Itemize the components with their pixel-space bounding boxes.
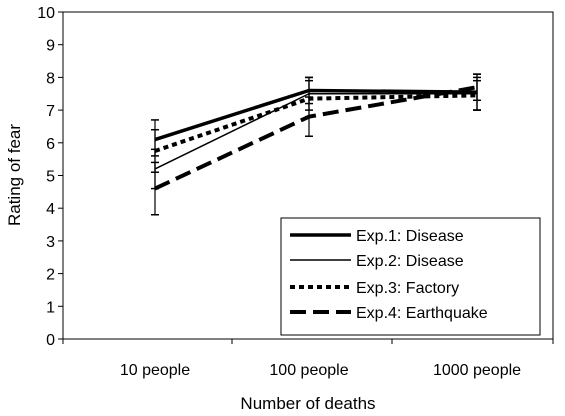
y-tick-label: 6: [46, 136, 55, 153]
x-tick-label: 10 people: [120, 362, 190, 379]
y-tick-label: 8: [46, 70, 55, 87]
x-axis: 10 people 100 people 1000 people: [62, 339, 554, 379]
y-axis: 0 1 2 3 4 5 6 7 8 9 10: [37, 5, 63, 349]
error-bar: [473, 73, 481, 102]
y-tick-label: 9: [46, 38, 55, 55]
series-lines: [154, 85, 478, 191]
series-line-2: [154, 93, 477, 170]
legend-item-2: Exp.2: Disease: [290, 253, 464, 270]
series-line-4: [154, 85, 478, 191]
y-axis-title: Rating of fear: [5, 124, 24, 226]
legend-label: Exp.4: Earthquake: [356, 305, 488, 322]
x-axis-title: Number of deaths: [240, 394, 375, 413]
legend-label: Exp.2: Disease: [356, 253, 464, 270]
legend-item-3: Exp.3: Factory: [290, 280, 459, 297]
legend-label: Exp.3: Factory: [356, 280, 459, 297]
y-tick-label: 2: [46, 267, 55, 284]
legend-item-4: Exp.4: Earthquake: [290, 305, 488, 322]
y-tick-label: 10: [37, 5, 55, 22]
y-tick-label: 3: [46, 234, 55, 251]
x-tick-label: 1000 people: [433, 362, 521, 379]
legend-item-1: Exp.1: Disease: [290, 228, 464, 245]
legend-label: Exp.1: Disease: [356, 228, 464, 245]
y-tick-label: 7: [46, 103, 55, 120]
y-tick-label: 1: [46, 299, 55, 316]
legend-box: [280, 217, 541, 336]
legend: Exp.1: Disease Exp.2: Disease Exp.3: Facto…: [280, 217, 541, 336]
y-tick-label: 0: [46, 332, 55, 349]
error-bar: [151, 161, 159, 216]
y-tick-label: 4: [46, 201, 55, 218]
error-bar: [305, 96, 313, 138]
x-tick-label: 100 people: [269, 362, 348, 379]
y-tick-label: 5: [46, 169, 55, 186]
error-bars: [151, 73, 481, 216]
